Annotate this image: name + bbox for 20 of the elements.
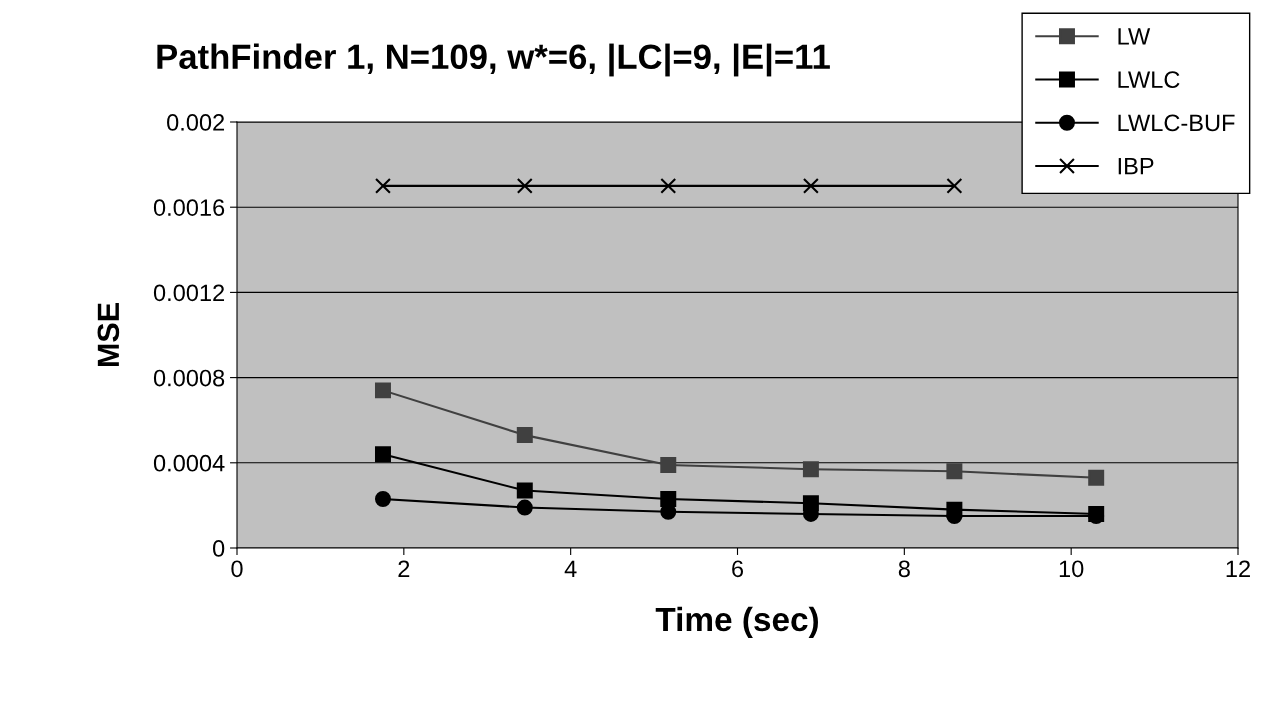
chart-title: PathFinder 1, N=109, w*=6, |LC|=9, |E|=11 <box>157 43 830 77</box>
legend-label: LWLC <box>1118 71 1180 88</box>
y-tick-label: 0.0004 <box>153 454 225 472</box>
y-tick-label: 0.0016 <box>153 199 225 216</box>
y-tick-label: 0.0012 <box>153 284 225 302</box>
legend-label: LW <box>1118 28 1151 45</box>
legend-label: LWLC-BUF <box>1118 114 1235 132</box>
x-tick-label: 0 <box>231 560 243 578</box>
y-tick-label: 0.002 <box>167 114 225 131</box>
x-tick-label: 6 <box>732 560 744 578</box>
y-tick-label: 0.0008 <box>153 369 225 387</box>
y-axis-title: MSE <box>97 303 120 367</box>
y-tick-label: 0 <box>212 540 225 557</box>
x-axis-title: Time (sec) <box>655 606 818 638</box>
x-tick-label: 4 <box>564 560 577 577</box>
x-tick-label: 10 <box>1059 560 1084 578</box>
x-tick-label: 8 <box>898 560 910 578</box>
x-tick-label: 2 <box>398 560 410 577</box>
legend-label: IBP <box>1118 158 1154 175</box>
x-tick-label: 12 <box>1226 560 1250 577</box>
